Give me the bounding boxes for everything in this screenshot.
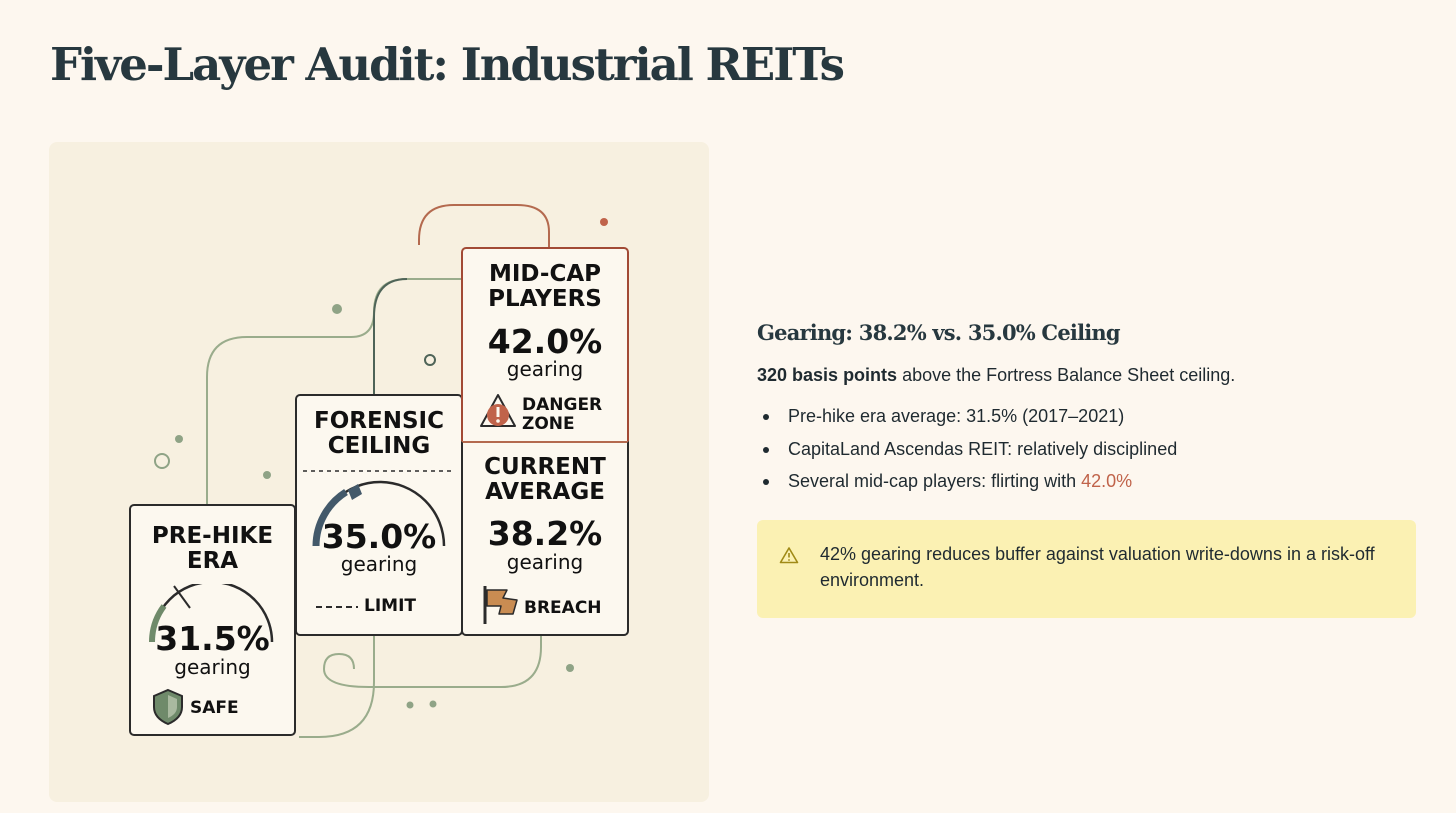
lead-rest: above the Fortress Balance Sheet ceiling…	[897, 365, 1236, 385]
findings-list: Pre-hike era average: 31.5% (2017–2021) …	[757, 400, 1417, 498]
shield-icon	[153, 688, 183, 726]
decor-dots	[154, 218, 608, 709]
status-label: DANGER	[522, 395, 603, 415]
warning-icon	[779, 547, 799, 564]
card-title: CEILING	[327, 433, 431, 459]
flag-icon	[483, 586, 518, 624]
gauge-icon	[312, 480, 446, 547]
gearing-illustration: PRE-HIKE ERA 31.5% gearing SAFE FORENSIC…	[49, 142, 709, 802]
dashed-divider	[303, 470, 455, 472]
card-unit: gearing	[340, 552, 418, 576]
card-pre-hike-era: PRE-HIKE ERA 31.5% gearing SAFE	[129, 504, 296, 736]
card-current-average: CURRENT AVERAGE 38.2% gearing BREACH	[461, 441, 629, 636]
connector-lines	[154, 204, 608, 738]
card-value: 35.0%	[321, 517, 437, 556]
page-title: Five-Layer Audit: Industrial REITs	[50, 38, 845, 91]
card-title: PLAYERS	[488, 286, 602, 312]
card-title: AVERAGE	[485, 479, 605, 505]
card-forensic-ceiling: FORENSIC CEILING 35.0% gearing LIMIT	[295, 394, 463, 636]
status-label: LIMIT	[364, 596, 416, 616]
card-value: 42.0%	[487, 322, 603, 361]
limit-dash-icon	[316, 606, 358, 608]
card-title: FORENSIC	[314, 408, 444, 434]
list-item: Pre-hike era average: 31.5% (2017–2021)	[757, 400, 1417, 433]
status-label: BREACH	[524, 598, 602, 618]
status-label: SAFE	[190, 698, 239, 718]
lead-bold: 320 basis points	[757, 365, 898, 385]
list-item: CapitaLand Ascendas REIT: relatively dis…	[757, 433, 1417, 466]
status-label: ZONE	[522, 414, 575, 434]
card-value: 31.5%	[155, 619, 270, 658]
findings-panel: Gearing: 38.2% vs. 35.0% Ceiling 320 bas…	[757, 320, 1417, 498]
card-unit: gearing	[174, 655, 251, 679]
card-unit: gearing	[506, 357, 584, 381]
warning-callout: 42% gearing reduces buffer against valua…	[757, 520, 1416, 618]
lead-statement: 320 basis points above the Fortress Bala…	[757, 365, 1417, 386]
danger-icon	[480, 394, 516, 427]
list-item-text: Several mid-cap players: flirting with	[788, 471, 1082, 491]
card-value: 38.2%	[487, 514, 603, 553]
warning-text: 42% gearing reduces buffer against valua…	[820, 544, 1375, 590]
card-mid-cap-players: MID-CAP PLAYERS 42.0% gearing DANGER ZON…	[461, 247, 629, 441]
card-title: ERA	[186, 548, 239, 574]
card-title: MID-CAP	[488, 261, 602, 287]
list-item: Several mid-cap players: flirting with 4…	[757, 465, 1417, 498]
highlight-value: 42.0%	[1081, 471, 1133, 491]
card-unit: gearing	[506, 550, 584, 574]
card-title: CURRENT	[484, 454, 606, 480]
card-title: PRE-HIKE	[151, 523, 274, 549]
gauge-icon	[149, 584, 274, 643]
panel-heading: Gearing: 38.2% vs. 35.0% Ceiling	[757, 320, 1121, 345]
